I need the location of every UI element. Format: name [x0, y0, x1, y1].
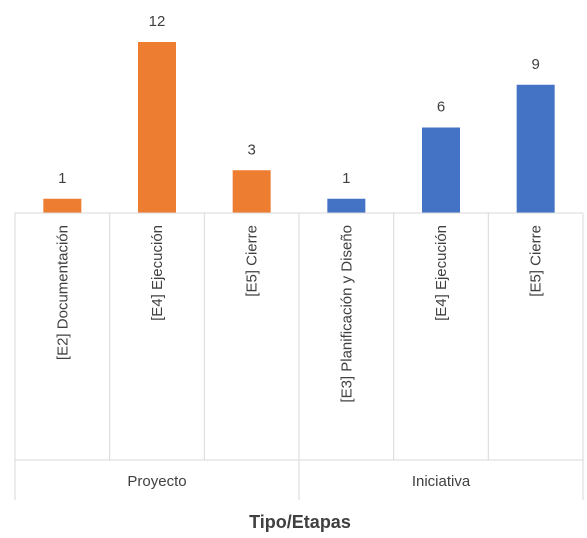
bars-layer — [43, 42, 555, 213]
bar-proyecto-e2-documentacion — [43, 198, 82, 213]
category-label-proyecto-e4-ejecucion: [E4] Ejecución — [149, 225, 166, 321]
category-labels-layer: [E2] Documentación [E4] Ejecución [E5] Cie… — [54, 225, 544, 403]
group-labels-layer: Proyecto Iniciativa — [127, 473, 470, 490]
value-label-iniciativa-e5-cierre: 9 — [531, 56, 539, 73]
value-labels-layer: 1 12 3 1 6 9 — [58, 13, 540, 187]
category-label-iniciativa-e3-planificacion-y-diseno: [E3] Planificación y Diseño — [338, 225, 355, 403]
bar-iniciativa-e3-planificacion-y-diseno — [327, 198, 366, 213]
value-label-proyecto-e4-ejecucion: 12 — [149, 13, 166, 30]
category-label-iniciativa-e5-cierre: [E5] Cierre — [528, 225, 545, 297]
x-axis-title: Tipo/Etapas — [249, 512, 351, 532]
category-label-proyecto-e5-cierre: [E5] Cierre — [244, 225, 261, 297]
group-label-iniciativa: Iniciativa — [412, 473, 471, 490]
axis-lines — [14, 212, 584, 500]
bar-proyecto-e5-cierre — [232, 170, 271, 213]
value-label-proyecto-e5-cierre: 3 — [247, 141, 255, 158]
bar-proyecto-e4-ejecucion — [138, 42, 176, 213]
bar-iniciativa-e5-cierre — [516, 84, 555, 213]
group-label-proyecto: Proyecto — [127, 473, 186, 490]
bar-iniciativa-e4-ejecucion — [422, 127, 460, 213]
value-label-iniciativa-e4-ejecucion: 6 — [437, 99, 445, 116]
category-label-iniciativa-e4-ejecucion: [E4] Ejecución — [433, 225, 450, 321]
category-label-proyecto-e2-documentacion: [E2] Documentación — [54, 225, 71, 360]
value-label-iniciativa-e3-planificacion-y-diseno: 1 — [342, 170, 350, 187]
value-label-proyecto-e2-documentacion: 1 — [58, 170, 66, 187]
